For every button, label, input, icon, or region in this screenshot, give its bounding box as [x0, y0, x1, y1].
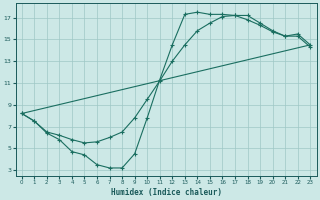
X-axis label: Humidex (Indice chaleur): Humidex (Indice chaleur): [110, 188, 221, 197]
